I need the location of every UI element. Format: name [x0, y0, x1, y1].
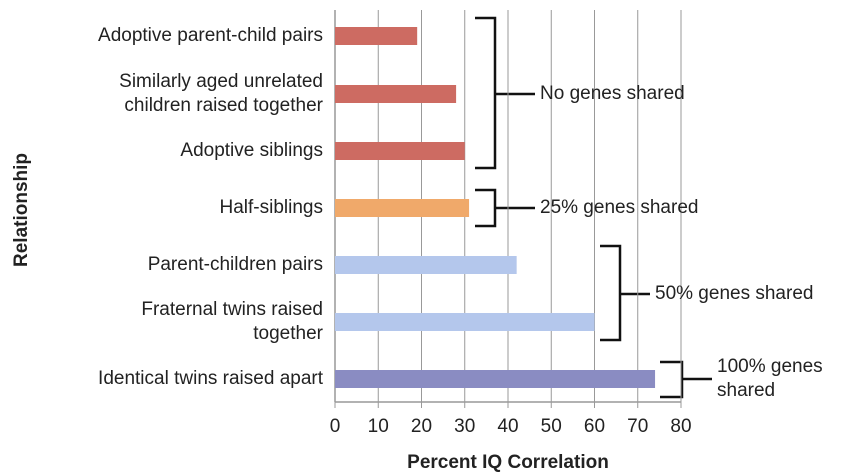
bar	[335, 142, 465, 160]
y-tick-label: Parent-children pairs	[148, 254, 323, 275]
bar	[335, 256, 517, 274]
y-tick-label: Fraternal twins raised together	[141, 299, 323, 344]
bracket	[475, 16, 535, 170]
x-tick-label: 60	[584, 416, 605, 437]
x-tick-label: 40	[497, 416, 518, 437]
annotation: 25% genes shared	[540, 197, 698, 218]
bracket	[660, 360, 712, 399]
y-axis-title: Relationship	[11, 153, 32, 267]
y-tick-label: Half-siblings	[220, 197, 323, 218]
bracket	[475, 188, 535, 228]
annotation: No genes shared	[540, 83, 685, 104]
bracket	[600, 244, 650, 342]
x-tick-label: 70	[627, 416, 648, 437]
y-tick-label: Adoptive parent-child pairs	[98, 25, 323, 46]
x-axis-title: Percent IQ Correlation	[407, 452, 609, 473]
x-tick-label: 80	[670, 416, 691, 437]
x-tick-label: 0	[330, 416, 341, 437]
bar	[335, 85, 457, 103]
bar	[335, 27, 418, 45]
annotation: 50% genes shared	[655, 283, 813, 304]
x-tick-label: 10	[368, 416, 389, 437]
bar	[335, 199, 470, 217]
y-tick-label: Identical twins raised apart	[98, 368, 324, 389]
x-tick-label: 20	[411, 416, 432, 437]
x-tick-label: 50	[541, 416, 562, 437]
bar	[335, 370, 656, 388]
x-tick-label: 30	[454, 416, 475, 437]
brackets	[475, 16, 712, 399]
y-tick-label: Adoptive siblings	[180, 140, 323, 161]
annotation: 100% genes shared	[717, 356, 823, 401]
bar	[335, 313, 595, 331]
y-tick-label: Similarly aged unrelated children raised …	[119, 71, 324, 116]
